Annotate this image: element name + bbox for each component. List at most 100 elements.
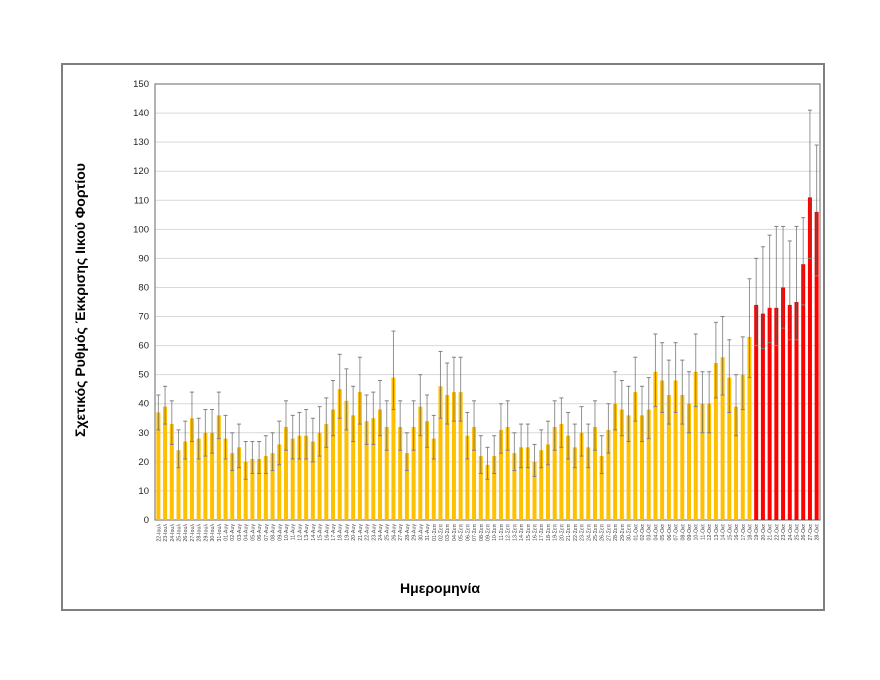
bar xyxy=(425,421,430,520)
bar xyxy=(465,435,470,520)
bar xyxy=(693,371,698,520)
bar xyxy=(344,400,349,520)
x-tick-label: 13-Αυγ xyxy=(304,524,310,541)
bar xyxy=(304,435,309,520)
x-tick-label: 23-Οκτ xyxy=(781,523,787,540)
bar xyxy=(183,441,188,520)
bar xyxy=(539,450,544,520)
x-tick-label: 23-Αυγ xyxy=(371,524,377,541)
bar xyxy=(525,447,530,520)
bar xyxy=(586,447,591,520)
bar xyxy=(236,447,241,520)
bar xyxy=(404,453,409,520)
x-tick-label: 11-Αυγ xyxy=(291,524,297,541)
chart-figure: 0 10 20 30 40 50 60 70 80 90 100 110 120 130 140 150 22-… xyxy=(61,63,825,611)
x-tick-label: 21-Αυγ xyxy=(358,524,364,541)
y-tick-label: 110 xyxy=(134,195,149,206)
bar xyxy=(687,403,692,520)
bar xyxy=(163,406,168,520)
bar-chart-canvas: 0 10 20 30 40 50 60 70 80 90 100 110 120 130 140 150 22-… xyxy=(133,79,821,542)
bar xyxy=(760,313,765,520)
y-axis-title-text: Σχετικός Ρυθμός Έκκρισης Ιικού Φορτίου xyxy=(72,163,88,437)
bar xyxy=(176,450,181,520)
bar xyxy=(532,461,537,520)
x-tick-label: 31-Ιουλ xyxy=(217,524,223,542)
x-tick-label: 27-Ιουλ xyxy=(190,524,196,542)
bar xyxy=(210,432,215,520)
x-tick-label: 13-Οκτ xyxy=(714,523,720,540)
y-tick-label: 70 xyxy=(138,312,149,323)
x-tick-label: 12-Αυγ xyxy=(297,524,303,541)
x-tick-label: 29-Σεπ xyxy=(620,524,626,541)
x-tick-label: 07-Σεπ xyxy=(472,524,478,541)
y-tick-label: 20 xyxy=(138,457,149,468)
bar xyxy=(713,363,718,520)
bar xyxy=(250,458,255,520)
x-tick-label: 20-Οκτ xyxy=(761,523,767,540)
x-tick-label: 19-Αυγ xyxy=(344,524,350,541)
x-tick-label: 19-Οκτ xyxy=(754,523,760,540)
bar xyxy=(398,426,403,520)
bar xyxy=(277,444,282,520)
x-tick-label: 30-Αυγ xyxy=(418,524,424,541)
y-tick-label: 130 xyxy=(133,137,149,148)
bar xyxy=(357,392,362,520)
x-tick-label: 04-Αυγ xyxy=(244,524,250,541)
bar xyxy=(666,395,671,520)
bar xyxy=(364,421,369,520)
x-tick-label: 02-Σεπ xyxy=(438,524,444,541)
bar xyxy=(257,458,262,520)
y-tick-label: 120 xyxy=(133,166,149,177)
x-tick-label: 03-Αυγ xyxy=(237,524,243,541)
x-tick-label: 07-Οκτ xyxy=(674,523,680,540)
bar xyxy=(572,447,577,520)
bar xyxy=(519,447,524,520)
bar xyxy=(727,377,732,520)
x-tick-label: 19-Σεπ xyxy=(553,524,559,541)
x-tick-label: 05-Σεπ xyxy=(459,524,465,541)
bar xyxy=(606,429,611,520)
bar xyxy=(384,426,389,520)
x-tick-label: 16-Οκτ xyxy=(734,523,740,540)
y-tick-label: 140 xyxy=(133,108,149,119)
x-tick-label: 15-Οκτ xyxy=(727,523,733,540)
bar xyxy=(478,456,483,520)
x-tick-label: 29-Ιουλ xyxy=(203,524,209,542)
bar xyxy=(734,406,739,520)
bar xyxy=(639,415,644,520)
bar xyxy=(270,453,275,520)
x-tick-label: 03-Οκτ xyxy=(647,523,653,540)
x-tick-label: 08-Σεπ xyxy=(479,524,485,541)
y-tick-label: 90 xyxy=(138,253,149,264)
bar xyxy=(492,456,497,520)
x-tick-label: 28-Οκτ xyxy=(815,523,821,540)
bar xyxy=(290,438,295,520)
x-tick-label: 15-Αυγ xyxy=(318,524,324,541)
x-tick-label: 06-Σεπ xyxy=(465,524,471,541)
bar xyxy=(552,426,557,520)
bar xyxy=(807,197,812,521)
bar xyxy=(653,371,658,520)
bar xyxy=(592,426,597,520)
x-tick-label: 04-Οκτ xyxy=(653,523,659,540)
x-tick-label: 18-Σεπ xyxy=(546,524,552,541)
x-tick-label: 01-Οκτ xyxy=(633,523,639,540)
x-tick-label: 31-Αυγ xyxy=(425,524,431,541)
x-tick-label: 30-Σεπ xyxy=(627,524,633,541)
bar xyxy=(626,415,631,520)
x-tick-label: 13-Σεπ xyxy=(512,524,518,541)
bar xyxy=(673,380,678,520)
x-tick-label: 26-Αυγ xyxy=(391,524,397,541)
bar xyxy=(754,304,759,520)
bar xyxy=(505,426,510,520)
bar xyxy=(472,426,477,520)
bar xyxy=(566,435,571,520)
x-tick-label: 28-Αυγ xyxy=(405,524,411,541)
x-tick-label: 12-Οκτ xyxy=(707,523,713,540)
bar xyxy=(458,392,463,520)
bar xyxy=(801,264,806,520)
x-tick-label: 24-Σεπ xyxy=(586,524,592,541)
bar xyxy=(223,438,228,520)
x-tick-label: 10-Οκτ xyxy=(694,523,700,540)
bar xyxy=(317,432,322,520)
